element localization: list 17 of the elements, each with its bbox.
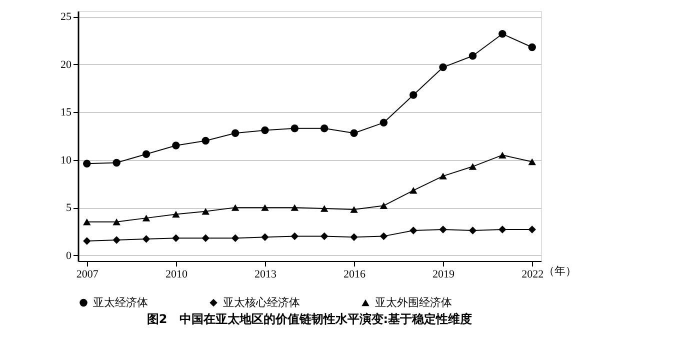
legend-label: 亚太经济体 — [93, 296, 148, 309]
y-tick-label: 0 — [66, 250, 72, 262]
y-tick-label: 15 — [60, 106, 72, 119]
text: 图2 中国在亚太地区的价值链韧性水平演变:基于稳定性维度 — [146, 312, 472, 326]
legend-label: 亚太外围经济体 — [375, 296, 452, 309]
x-tick-label: 2016 — [344, 268, 366, 280]
y-tick-label: 10 — [60, 154, 72, 166]
y-tick-label: 20 — [60, 58, 72, 71]
x-axis-title: （年） — [544, 266, 576, 278]
x-tick-label: 2013 — [254, 268, 277, 280]
x-tick-label: 2010 — [165, 268, 188, 280]
y-tick-label: 25 — [60, 11, 72, 24]
x-tick-label: 2022 — [522, 268, 544, 280]
y-tick-label: 5 — [66, 202, 72, 214]
x-tick-label: 2007 — [76, 268, 99, 280]
x-tick-label: 2019 — [432, 268, 456, 280]
legend-label: 亚太核心经济体 — [223, 296, 300, 309]
